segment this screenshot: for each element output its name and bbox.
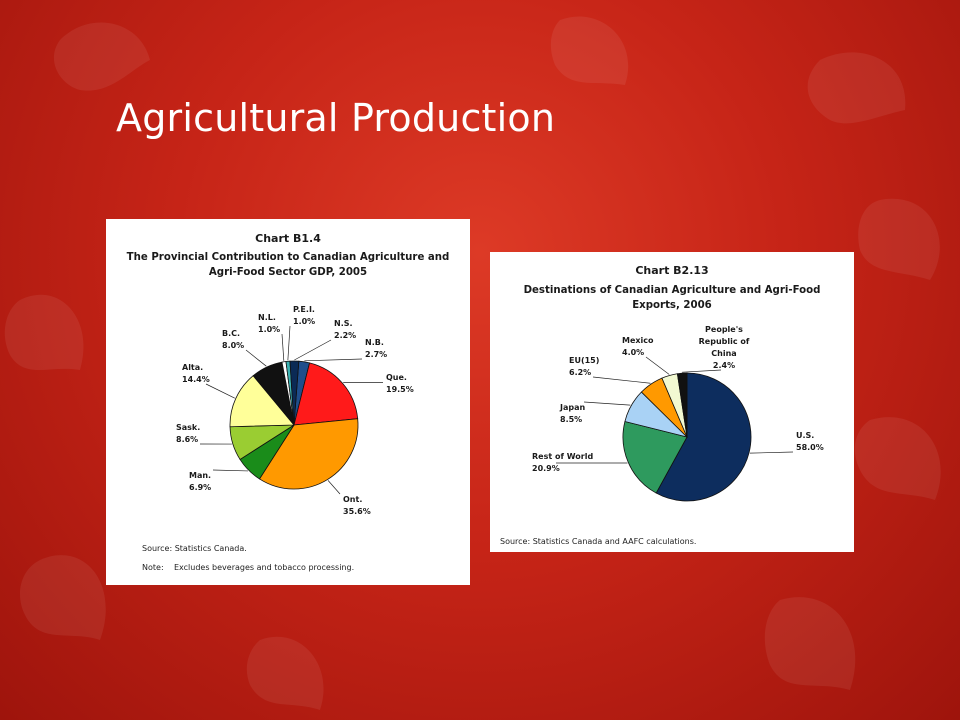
slice-label-u-s: U.S. xyxy=(796,431,814,440)
slice-label-people-s-republic-of-china: People's xyxy=(705,325,743,334)
chart-title-line: Agri-Food Sector GDP, 2005 xyxy=(208,267,368,278)
slice-percent-u-s: 58.0% xyxy=(796,443,824,452)
chart-title-line: The Provincial Contribution to Canadian … xyxy=(126,252,450,263)
slice-label-p-e-i: P.E.I. xyxy=(293,305,315,314)
leader-line-japan xyxy=(583,401,631,406)
slice-label-alta: Alta. xyxy=(182,363,203,372)
slice-label-sask: Sask. xyxy=(176,423,200,432)
pie-slice-people-s-republic-of-china xyxy=(676,372,688,438)
pie-slice-ont xyxy=(258,418,359,490)
slice-label-mexico: Mexico xyxy=(622,336,654,345)
leader-line-n-s xyxy=(294,339,332,361)
slice-label-people-s-republic-of-china: China xyxy=(711,349,736,358)
slice-label-ont: Ont. xyxy=(343,495,362,504)
chart-note-text: Excludes beverages and tobacco processin… xyxy=(174,563,355,572)
chart-title: The Provincial Contribution to Canadian … xyxy=(106,250,470,280)
chart-note-label: Note: xyxy=(142,563,164,572)
leader-line-n-l xyxy=(281,333,285,361)
chart-source: Source: Statistics Canada. xyxy=(142,544,247,553)
slice-percent-b-c: 8.0% xyxy=(222,341,244,350)
pie-slice-u-s xyxy=(655,372,752,502)
slice-percent-n-b: 2.7% xyxy=(365,350,387,359)
leader-line-n-b xyxy=(304,358,363,362)
slice-percent-eu-15: 6.2% xyxy=(569,368,591,377)
leader-line-ont xyxy=(327,480,341,495)
leader-line-alta xyxy=(205,383,235,399)
slice-label-rest-of-world: Rest of World xyxy=(532,452,593,461)
pie-slice-rest-of-world xyxy=(622,420,688,494)
pie-slice-que xyxy=(293,362,359,426)
chart-title-line: Destinations of Canadian Agriculture and… xyxy=(523,285,821,296)
provincial-gdp-pie-chart: N.B. 2.7% Que. 19.5% Ont. 35.6% Man. 6.9% Sask. 8… xyxy=(176,305,414,516)
chart-source: Source: Statistics Canada and AAFC calcu… xyxy=(500,537,697,546)
slice-label-n-l: N.L. xyxy=(258,313,276,322)
leader-line-people-s-republic-of-china xyxy=(682,369,722,373)
pie-slice-n-s xyxy=(289,360,300,426)
pie-slice-alta xyxy=(229,375,295,428)
slide-title: Agricultural Production xyxy=(116,96,556,140)
chart-number: Chart B2.13 xyxy=(635,264,709,277)
slice-label-n-b: N.B. xyxy=(365,338,384,347)
export-destinations-pie-chart: U.S. 58.0% Rest of World 20.9% Japan 8.5% EU(1… xyxy=(532,325,824,502)
leader-line-mexico xyxy=(645,356,670,375)
slice-percent-n-s: 2.2% xyxy=(334,331,356,340)
slice-percent-p-e-i: 1.0% xyxy=(293,317,315,326)
slice-percent-n-l: 1.0% xyxy=(258,325,280,334)
chart-panel-export-destinations: Chart B2.13 Destinations of Canadian Agr… xyxy=(490,252,854,552)
chart-number: Chart B1.4 xyxy=(255,232,321,245)
slice-percent-alta: 14.4% xyxy=(182,375,210,384)
slice-percent-rest-of-world: 20.9% xyxy=(532,464,560,473)
slice-label-japan: Japan xyxy=(559,403,586,412)
leader-line-p-e-i xyxy=(287,325,291,361)
slice-label-que: Que. xyxy=(386,373,407,382)
slice-percent-ont: 35.6% xyxy=(343,507,371,516)
leader-line-b-c xyxy=(245,349,267,367)
leader-line-u-s xyxy=(749,451,794,454)
chart-title: Destinations of Canadian Agriculture and… xyxy=(490,283,854,313)
slice-percent-man: 6.9% xyxy=(189,483,211,492)
slice-label-n-s: N.S. xyxy=(334,319,353,328)
slice-percent-mexico: 4.0% xyxy=(622,348,644,357)
leader-line-man xyxy=(212,469,249,472)
slice-percent-people-s-republic-of-china: 2.4% xyxy=(713,361,735,370)
slice-percent-sask: 8.6% xyxy=(176,435,198,444)
slice-label-b-c: B.C. xyxy=(222,329,240,338)
slice-percent-japan: 8.5% xyxy=(560,415,582,424)
chart-title-line: Exports, 2006 xyxy=(632,300,712,311)
slice-percent-que: 19.5% xyxy=(386,385,414,394)
chart-panel-provincial-gdp: Chart B1.4 The Provincial Contribution t… xyxy=(106,219,470,585)
leader-line-eu-15 xyxy=(592,376,651,384)
slice-label-man: Man. xyxy=(189,471,211,480)
slice-label-eu-15: EU(15) xyxy=(569,356,599,365)
slice-label-people-s-republic-of-china: Republic of xyxy=(699,337,750,346)
